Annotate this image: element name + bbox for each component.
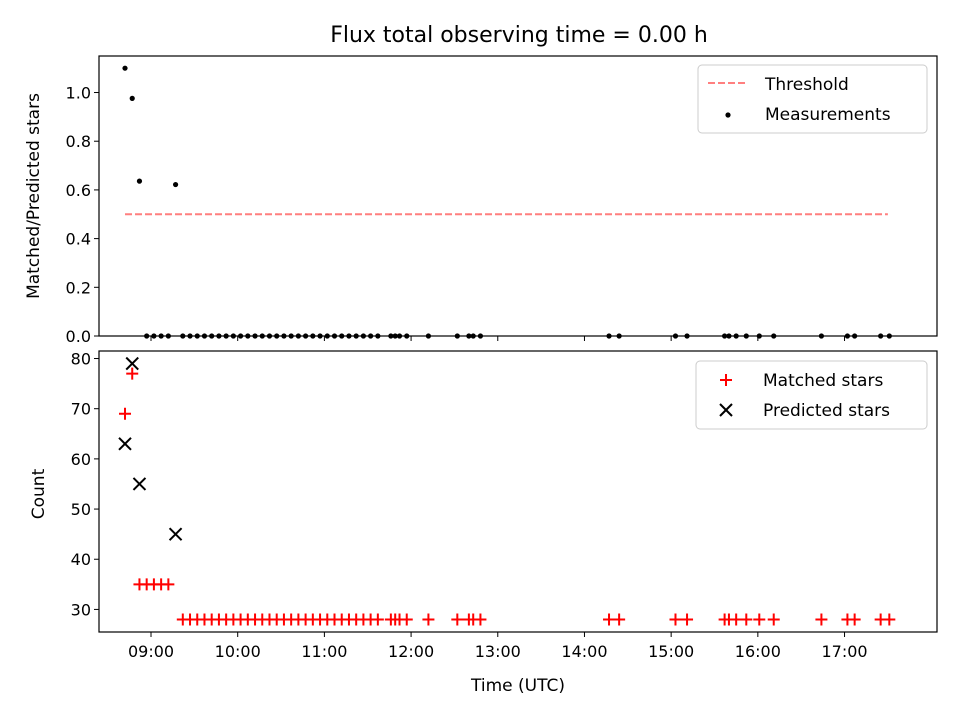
bottom-y-axis-label: Count	[29, 468, 49, 519]
measurement-point	[122, 65, 128, 71]
predicted-star-point	[125, 356, 139, 371]
matched-star-point	[753, 613, 766, 626]
predicted-star-point	[132, 477, 147, 491]
top-panel: 0.0 0.2 0.4 0.6 0.8 1.0 Matched/Predicted sta…	[24, 55, 938, 346]
legend-predicted-label: Predicted stars	[763, 401, 890, 421]
legend-threshold-label: Threshold	[764, 75, 849, 95]
top-y-axis: 0.0 0.2 0.4 0.6 0.8 1.0	[66, 84, 99, 346]
matched-star-point	[613, 613, 626, 626]
y-tick-label: 70	[71, 400, 91, 419]
matched-star-point	[451, 613, 464, 626]
matched-star-point	[474, 613, 487, 626]
predicted-star-point	[168, 527, 183, 541]
x-tick-label: 15:00	[648, 642, 694, 661]
matched-star-point	[422, 613, 435, 626]
y-tick-label: 0.2	[66, 278, 91, 297]
matched-star-point	[681, 613, 694, 626]
top-axes-frame	[98, 55, 938, 337]
matched-star-point	[730, 613, 743, 626]
bottom-legend-box	[695, 360, 928, 430]
matched-star-point	[767, 613, 780, 626]
bottom-plot-area	[118, 356, 896, 626]
x-tick-label: 13:00	[475, 642, 521, 661]
x-tick-label: 16:00	[735, 642, 781, 661]
matched-star-point	[603, 613, 616, 626]
bottom-panel: 30 40 50 60 70 80 09:00 10:00 11:00 12:00 13:00 14…	[29, 350, 938, 696]
bottom-y-axis: 30 40 50 60 70 80	[71, 350, 99, 619]
y-tick-label: 80	[71, 350, 91, 369]
y-tick-label: 1.0	[66, 84, 91, 103]
y-tick-label: 0.4	[66, 230, 91, 249]
measurement-point	[172, 181, 179, 188]
bottom-legend: Matched stars Predicted stars	[695, 360, 928, 430]
y-tick-label: 0.0	[66, 327, 91, 346]
matched-star-point	[669, 613, 682, 626]
y-tick-label: 0.6	[66, 181, 91, 200]
x-tick-label: 10:00	[215, 642, 261, 661]
matched-star-point	[848, 613, 861, 626]
matched-star-point	[371, 613, 384, 626]
matched-star-point	[815, 613, 828, 626]
matched-star-point	[126, 367, 139, 380]
y-tick-label: 40	[71, 550, 91, 569]
matched-star-point	[740, 613, 753, 626]
top-y-axis-label: Matched/Predicted stars	[24, 93, 44, 299]
x-tick-label: 17:00	[821, 642, 867, 661]
predicted-star-point	[118, 437, 132, 451]
x-tick-label: 14:00	[561, 642, 607, 661]
measurement-point	[129, 95, 135, 101]
legend-matched-label: Matched stars	[763, 371, 883, 391]
legend-predicted-swatch	[719, 403, 733, 417]
x-tick-label: 12:00	[388, 642, 434, 661]
x-tick-label: 09:00	[128, 642, 174, 661]
top-legend: Threshold Measurements	[697, 64, 928, 134]
top-legend-box	[697, 64, 928, 134]
matched-star-point	[883, 613, 896, 626]
x-tick-label: 11:00	[301, 642, 347, 661]
y-tick-label: 50	[71, 500, 91, 519]
bottom-x-axis: 09:00 10:00 11:00 12:00 13:00 14:00 15:00 16:00…	[128, 632, 868, 661]
bottom-axes-frame	[98, 350, 938, 633]
measurement-point	[136, 178, 143, 184]
legend-measurements-swatch	[725, 112, 731, 118]
legend-measurements-label: Measurements	[765, 105, 891, 125]
y-tick-label: 30	[71, 600, 91, 619]
y-tick-label: 0.8	[66, 132, 91, 151]
chart-title: Flux total observing time = 0.00 h	[330, 23, 708, 48]
x-axis-label: Time (UTC)	[470, 676, 565, 696]
y-tick-label: 60	[71, 450, 91, 469]
matched-star-point	[400, 613, 413, 626]
matched-star-point	[119, 407, 132, 420]
matched-star-point	[162, 578, 175, 591]
legend-matched-swatch	[720, 374, 732, 386]
